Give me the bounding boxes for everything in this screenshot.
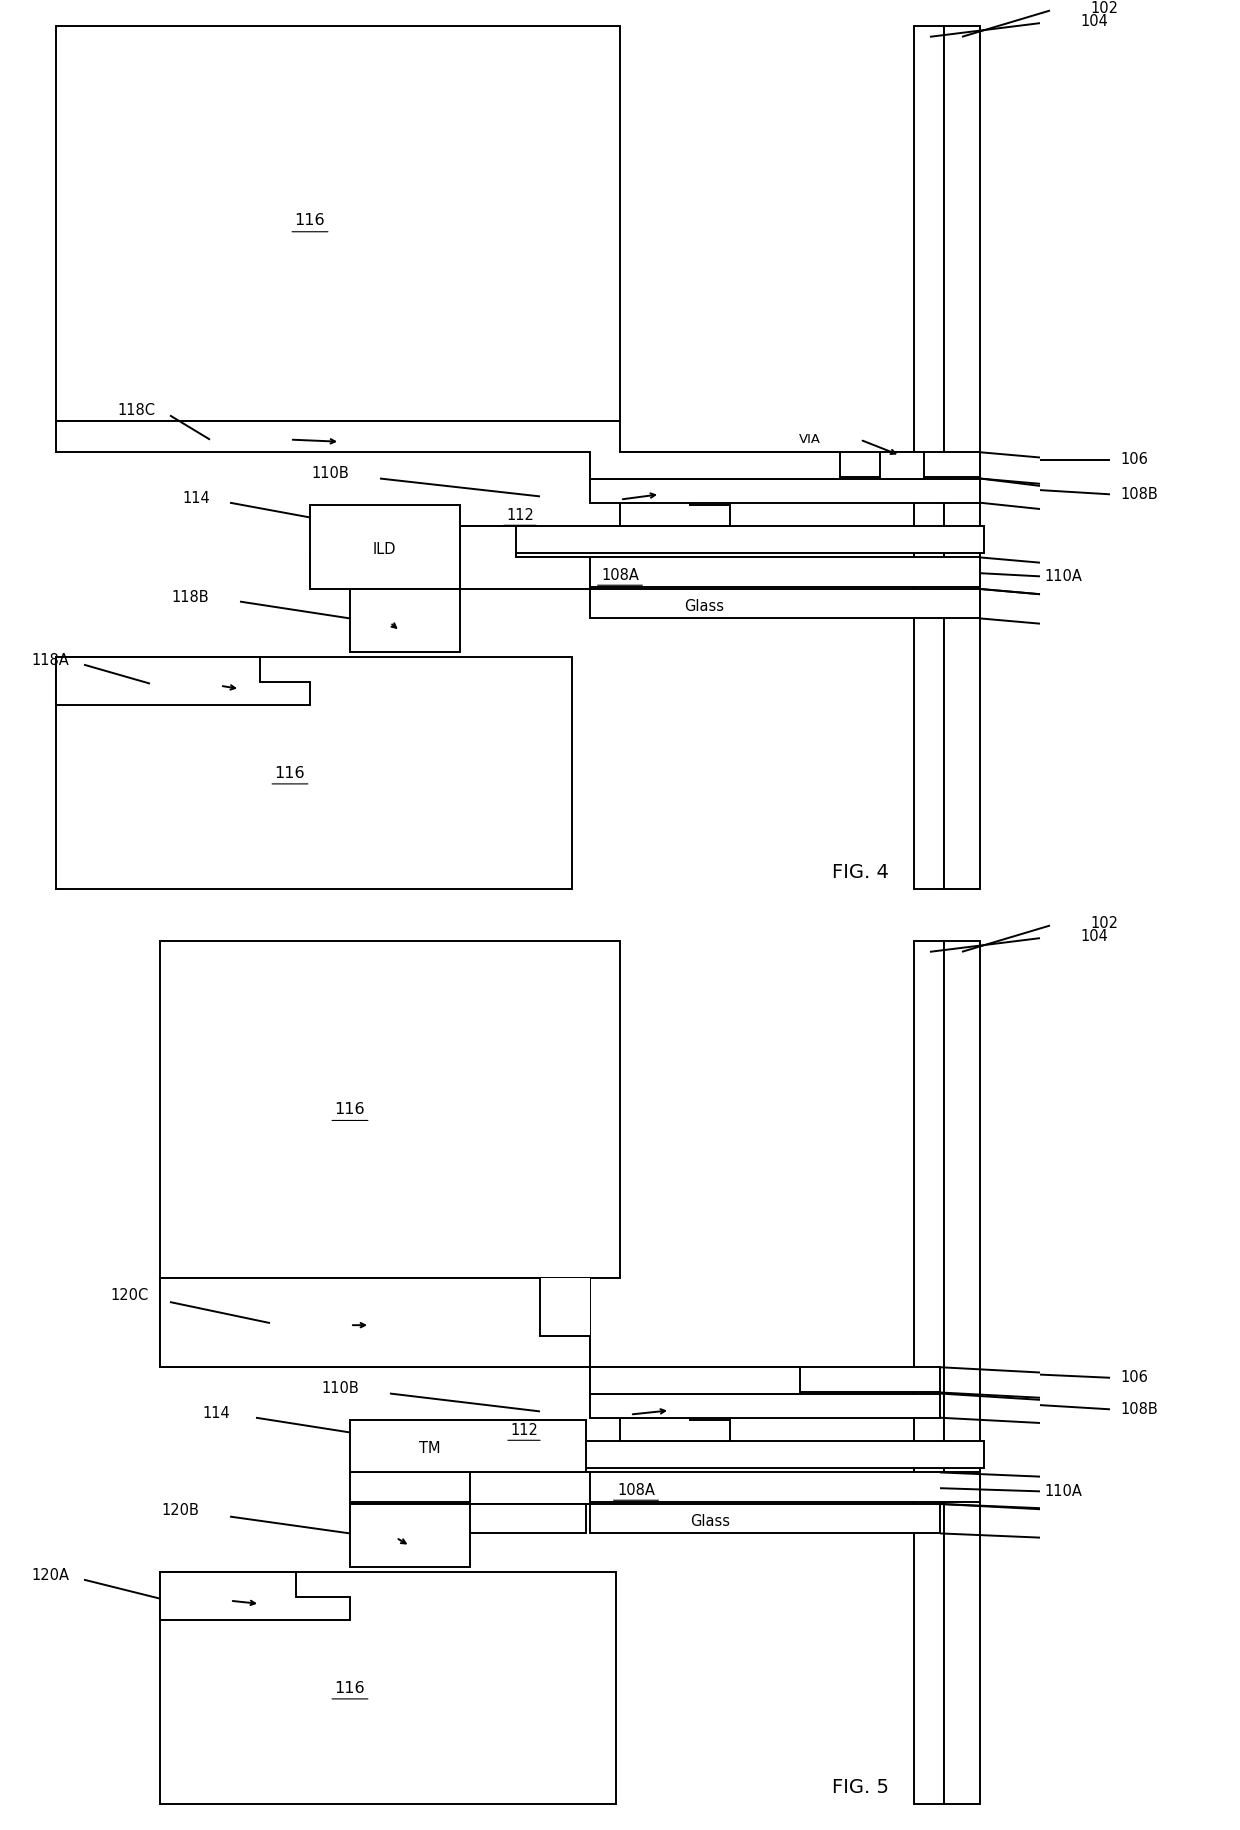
Text: FIG. 5: FIG. 5 (832, 1779, 889, 1797)
Text: 108A: 108A (601, 567, 639, 582)
Polygon shape (56, 657, 310, 705)
Bar (914, 941, 944, 1804)
Text: Glass: Glass (689, 1515, 730, 1530)
Polygon shape (56, 421, 839, 478)
Polygon shape (470, 1440, 590, 1504)
Text: 114: 114 (182, 490, 210, 507)
Text: TM: TM (419, 1440, 440, 1455)
Polygon shape (620, 1393, 730, 1440)
Text: 120C: 120C (110, 1288, 149, 1303)
Text: 120A: 120A (31, 1568, 69, 1583)
Text: 110B: 110B (321, 1382, 358, 1396)
Bar (56, 657, 572, 889)
Polygon shape (460, 525, 590, 589)
Polygon shape (160, 1277, 800, 1393)
Text: 118B: 118B (171, 589, 208, 606)
Text: 102: 102 (1090, 0, 1118, 16)
Bar (460, 525, 985, 553)
Bar (590, 452, 980, 478)
Text: VIA: VIA (799, 434, 821, 447)
Text: 108B: 108B (1120, 1402, 1158, 1416)
Bar (160, 1572, 616, 1804)
Bar (56, 26, 620, 421)
Text: 116: 116 (275, 765, 305, 781)
Text: 112: 112 (506, 509, 534, 523)
Bar (590, 1393, 940, 1418)
Bar (160, 941, 620, 1277)
Text: ILD: ILD (372, 542, 396, 556)
Bar (590, 1367, 940, 1393)
Text: 120B: 120B (161, 1502, 198, 1517)
Bar (350, 1504, 587, 1534)
Text: FIG. 4: FIG. 4 (832, 864, 888, 882)
Polygon shape (620, 478, 730, 525)
Bar (590, 478, 980, 503)
Text: 110A: 110A (1044, 1484, 1081, 1499)
Bar (944, 26, 980, 889)
Bar (350, 1473, 980, 1502)
Text: 104: 104 (1080, 13, 1107, 29)
Bar (880, 452, 924, 478)
Text: 116: 116 (295, 214, 325, 229)
Text: 118C: 118C (117, 403, 155, 417)
Polygon shape (160, 1277, 590, 1367)
Polygon shape (350, 589, 460, 651)
Bar (944, 941, 980, 1804)
Bar (590, 589, 980, 619)
Text: 112: 112 (510, 1424, 538, 1438)
Text: 108A: 108A (618, 1482, 655, 1497)
Polygon shape (350, 1504, 470, 1566)
Text: 102: 102 (1090, 915, 1118, 931)
Text: 118A: 118A (31, 653, 69, 668)
Text: 110B: 110B (311, 467, 348, 481)
Bar (310, 505, 460, 589)
Text: Glass: Glass (684, 600, 724, 615)
Text: 116: 116 (335, 1102, 366, 1116)
Bar (310, 558, 980, 587)
Bar (350, 1420, 587, 1473)
Bar (470, 1440, 985, 1468)
Polygon shape (160, 1572, 350, 1620)
Text: 110A: 110A (1044, 569, 1081, 584)
Text: 108B: 108B (1120, 487, 1158, 501)
Text: 104: 104 (1080, 928, 1107, 944)
Bar (914, 26, 944, 889)
Text: 114: 114 (202, 1405, 229, 1422)
Bar (160, 1277, 590, 1367)
Bar (590, 1504, 940, 1534)
Text: 106: 106 (1120, 1371, 1148, 1385)
Text: 116: 116 (335, 1680, 366, 1696)
Text: 106: 106 (1120, 452, 1148, 467)
